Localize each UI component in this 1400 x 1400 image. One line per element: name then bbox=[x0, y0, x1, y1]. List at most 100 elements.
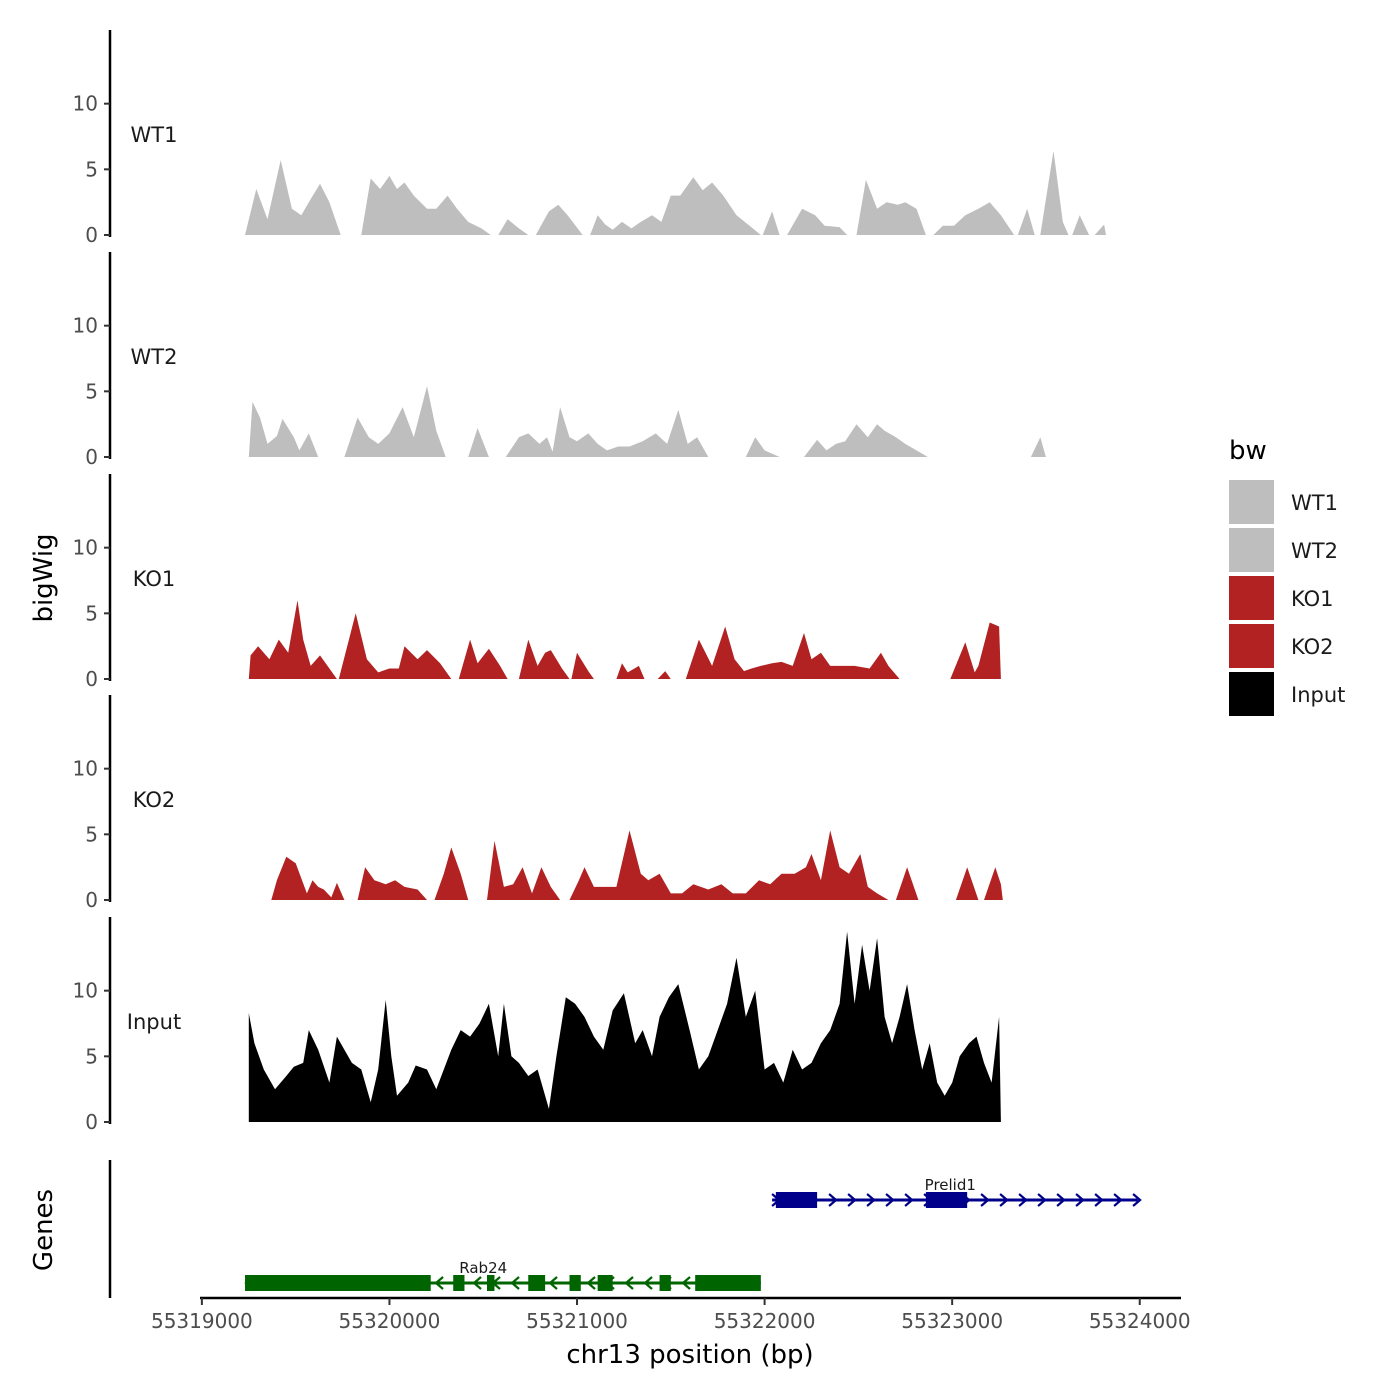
signal-area bbox=[657, 671, 671, 679]
legend-label: Input bbox=[1291, 683, 1345, 707]
strand-arrow bbox=[980, 1193, 990, 1207]
legend-swatch bbox=[1229, 576, 1274, 620]
strand-arrow bbox=[1094, 1193, 1104, 1207]
signal-area bbox=[361, 175, 491, 235]
signal-area bbox=[856, 179, 926, 235]
strand-arrow bbox=[1075, 1193, 1085, 1207]
gene-label: Rab24 bbox=[459, 1259, 507, 1277]
gene-exon bbox=[528, 1275, 546, 1291]
legend-swatch bbox=[1229, 528, 1274, 572]
signal-area bbox=[518, 639, 570, 679]
gene-exon bbox=[453, 1275, 465, 1291]
signal-area bbox=[569, 830, 889, 900]
signal-area bbox=[762, 211, 780, 235]
y-tick-label: 10 bbox=[73, 757, 98, 781]
signal-area bbox=[787, 208, 848, 235]
signal-area bbox=[487, 840, 561, 900]
panel-label: WT1 bbox=[131, 123, 178, 147]
legend-swatch bbox=[1229, 624, 1274, 668]
genes-panel: Rab24 Prelid1 bbox=[108, 1160, 1142, 1298]
y-tick-label: 5 bbox=[85, 601, 98, 625]
signal-area bbox=[357, 867, 427, 900]
gene-exon bbox=[597, 1275, 613, 1291]
x-tick-label: 55320000 bbox=[339, 1309, 441, 1333]
gene-exon bbox=[925, 1192, 968, 1208]
strand-arrow bbox=[1132, 1193, 1142, 1207]
y-tick-label: 5 bbox=[85, 379, 98, 403]
y-tick-label: 0 bbox=[85, 445, 98, 469]
signal-area bbox=[1072, 215, 1090, 235]
y-tick-label: 0 bbox=[85, 223, 98, 247]
signal-area bbox=[571, 652, 594, 679]
legend-title: bw bbox=[1229, 436, 1267, 466]
signal-area bbox=[895, 867, 919, 900]
signal-area bbox=[616, 663, 645, 679]
legend: bw WT1 WT2 KO1 KO2 Input bbox=[1229, 436, 1345, 716]
track-panel-wt2: 0 5 10 WT2 bbox=[73, 252, 1046, 469]
x-tick-label: 55322000 bbox=[714, 1309, 816, 1333]
strand-arrow bbox=[1113, 1193, 1123, 1207]
y-tick-label: 0 bbox=[85, 667, 98, 691]
y-tick-label: 10 bbox=[73, 314, 98, 338]
strand-arrow bbox=[681, 1276, 691, 1290]
x-tick-label: 55323000 bbox=[901, 1309, 1003, 1333]
genes-axis-title: Genes bbox=[29, 1189, 59, 1271]
gene-label: Prelid1 bbox=[925, 1176, 976, 1194]
y-tick-label: 0 bbox=[85, 1110, 98, 1134]
signal-area bbox=[535, 204, 583, 235]
gene-exon bbox=[659, 1275, 671, 1291]
x-axis-title: chr13 position (bp) bbox=[566, 1340, 813, 1370]
strand-arrow bbox=[643, 1276, 653, 1290]
signal-area bbox=[338, 613, 452, 679]
signal-area bbox=[804, 424, 928, 457]
strand-arrow bbox=[586, 1276, 596, 1290]
legend-label: KO2 bbox=[1291, 635, 1334, 659]
signal-area bbox=[498, 219, 529, 235]
strand-arrow bbox=[847, 1193, 857, 1207]
signal-area bbox=[468, 428, 489, 457]
y-tick-label: 10 bbox=[73, 536, 98, 560]
signal-area bbox=[248, 401, 319, 457]
signal-area bbox=[950, 622, 1001, 679]
signal-area bbox=[505, 407, 709, 457]
legend-label: KO1 bbox=[1291, 587, 1334, 611]
signal-area bbox=[1030, 437, 1046, 457]
x-tick-label: 55319000 bbox=[151, 1309, 253, 1333]
strand-arrow bbox=[548, 1276, 558, 1290]
signal-area bbox=[434, 847, 469, 900]
track-panel-ko2: 0 5 10 KO2 bbox=[73, 695, 1003, 912]
strand-arrow bbox=[885, 1193, 895, 1207]
x-tick-label: 55321000 bbox=[526, 1309, 628, 1333]
signal-area bbox=[1040, 150, 1069, 235]
gene-exon bbox=[569, 1275, 581, 1291]
gene-exon bbox=[486, 1275, 495, 1291]
signal-area bbox=[248, 931, 1001, 1122]
y-tick-label: 0 bbox=[85, 888, 98, 912]
legend-label: WT1 bbox=[1291, 491, 1338, 515]
strand-arrow bbox=[1018, 1193, 1028, 1207]
panel-label: KO2 bbox=[133, 788, 176, 812]
panel-label: KO1 bbox=[133, 567, 176, 591]
strand-arrow bbox=[1037, 1193, 1047, 1207]
signal-area bbox=[745, 437, 780, 457]
gene-prelid1: Prelid1 bbox=[771, 1176, 1142, 1208]
y-tick-label: 5 bbox=[85, 822, 98, 846]
track-panels: 0 5 10 WT1 0 5 10 WT2 0 5 10 KO1 0 5 10 KO2 0 5 10 Input bbox=[73, 30, 1106, 1134]
signal-area bbox=[1017, 208, 1035, 235]
strand-arrow bbox=[472, 1276, 482, 1290]
legend-swatch bbox=[1229, 672, 1274, 716]
panel-label: Input bbox=[127, 1010, 181, 1034]
y-axis-title: bigWig bbox=[29, 533, 59, 622]
strand-arrow bbox=[434, 1276, 444, 1290]
y-tick-label: 10 bbox=[73, 92, 98, 116]
gene-exon bbox=[245, 1275, 431, 1291]
strand-arrow bbox=[510, 1276, 520, 1290]
x-tick-label: 55324000 bbox=[1089, 1309, 1191, 1333]
signal-area bbox=[344, 386, 446, 457]
signal-area bbox=[685, 626, 900, 679]
legend-label: WT2 bbox=[1291, 539, 1338, 563]
strand-arrow bbox=[904, 1193, 914, 1207]
gene-exon bbox=[775, 1192, 818, 1208]
x-axis: 55319000 55320000 55321000 55322000 55323000… bbox=[151, 1296, 1191, 1333]
